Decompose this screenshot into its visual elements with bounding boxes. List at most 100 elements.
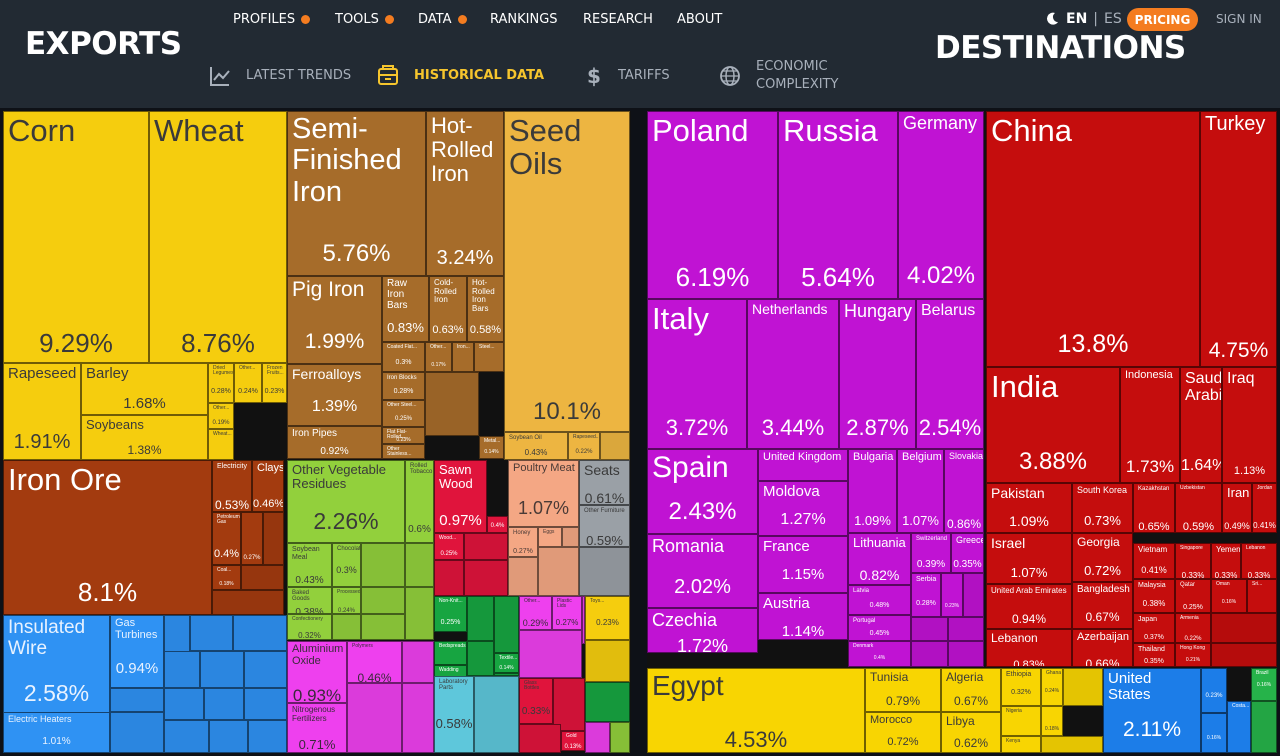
destination-tile-austria[interactable]: Austria 1.14% <box>758 593 848 640</box>
destination-tile-armenia[interactable]: Armenia 0.22% <box>1175 613 1211 643</box>
export-minor-tile[interactable] <box>519 724 561 753</box>
export-minor-tile[interactable] <box>347 683 402 753</box>
export-tile-other-steel[interactable]: Other Steel... 0.25% <box>382 400 425 427</box>
export-minor-tile[interactable] <box>405 543 434 587</box>
destination-tile-france[interactable]: France 1.15% <box>758 536 848 593</box>
destination-tile-poland[interactable]: Poland 6.19% <box>647 111 778 299</box>
destination-tile-japan[interactable]: Japan 0.37% <box>1133 613 1175 643</box>
export-tile-pig-iron[interactable]: Pig Iron 1.99% <box>287 276 382 364</box>
moon-icon[interactable] <box>1044 11 1060 27</box>
destination-tile-germany[interactable]: Germany 4.02% <box>898 111 984 299</box>
export-tile-unlabeled[interactable]: 0.4% <box>487 516 508 533</box>
nav-profiles[interactable]: PROFILES <box>233 12 311 27</box>
destination-tile-jordan[interactable]: Jordan 0.41% <box>1252 483 1277 533</box>
export-tile-gas-turbines[interactable]: Gas Turbines 0.94% <box>110 615 164 688</box>
export-minor-tile[interactable] <box>263 512 284 565</box>
export-minor-tile[interactable] <box>538 547 579 596</box>
export-tile-iron-blocks[interactable]: Iron Blocks 0.28% <box>382 372 425 400</box>
export-tile-dried-legumes[interactable]: Dried Legumes 0.28% <box>208 363 234 403</box>
destination-tile-libya[interactable]: Libya 0.62% <box>941 712 1001 753</box>
export-tile-confectionery[interactable]: Confectionery 0.32% <box>287 614 332 640</box>
destination-tile-morocco[interactable]: Morocco 0.72% <box>865 712 941 753</box>
destination-minor-tile[interactable] <box>963 573 984 617</box>
export-tile-wood[interactable]: Wood... 0.25% <box>434 533 464 560</box>
destination-minor-tile[interactable] <box>1251 701 1277 753</box>
export-tile-flat-flat-rolled[interactable]: Flat Flat-Rolled... 0.23% <box>382 427 425 444</box>
export-tile-rapeseed[interactable]: Rapeseed... 0.22% <box>568 432 600 460</box>
export-tile-other[interactable]: Other... 0.17% <box>425 342 452 372</box>
export-minor-tile[interactable] <box>248 720 287 753</box>
export-tile-petroleum-gas[interactable]: Petroleum Gas 0.4% <box>212 512 241 565</box>
destination-tile-italy[interactable]: Italy 3.72% <box>647 299 747 449</box>
export-tile-other-vegetable-residues[interactable]: Other Vegetable Residues 2.26% <box>287 460 405 543</box>
export-minor-tile[interactable] <box>600 432 630 460</box>
export-tile-raw-iron-bars[interactable]: Raw Iron Bars 0.83% <box>382 276 429 342</box>
destination-tile-unlabeled[interactable]: 0.16% <box>1201 713 1227 753</box>
export-tile-soybean-meal[interactable]: Soybean Meal 0.43% <box>287 543 332 587</box>
export-minor-tile[interactable] <box>209 720 248 753</box>
export-tile-gold[interactable]: Gold 0.13% <box>561 731 585 751</box>
destination-tile-united-arab-emirates[interactable]: United Arab Emirates 0.94% <box>986 584 1072 629</box>
destination-tile-kazakhstan[interactable]: Kazakhstan 0.65% <box>1133 483 1175 533</box>
destination-tile-portugal[interactable]: Portugal 0.45% <box>848 615 911 641</box>
destination-tile-israel[interactable]: Israel 1.07% <box>986 533 1072 584</box>
destination-tile-serbia[interactable]: Serbia 0.28% <box>911 573 941 617</box>
export-tile-iron[interactable]: Iron... <box>452 342 474 372</box>
export-tile-hot-rolled-iron[interactable]: Hot-Rolled Iron 3.24% <box>426 111 504 276</box>
destination-tile-greece[interactable]: Greece 0.35% <box>951 533 984 573</box>
destination-tile-unlabeled[interactable]: 0.23% <box>1201 668 1227 713</box>
export-tile-toys[interactable]: Toys... 0.23% <box>585 596 630 640</box>
export-tile-electricity[interactable]: Electricity 0.53% <box>212 460 252 512</box>
export-tile-glass-bottles[interactable]: Glass Bottles 0.33% <box>519 678 553 724</box>
destination-tile-nigeria[interactable]: Nigeria <box>1001 706 1041 736</box>
export-minor-tile[interactable] <box>508 557 538 596</box>
export-tile-seed-oils[interactable]: Seed Oils 10.1% <box>504 111 630 432</box>
export-tile-baked-goods[interactable]: Baked Goods 0.38% <box>287 587 332 614</box>
export-minor-tile[interactable] <box>467 596 494 641</box>
subnav-tariffs[interactable]: $ TARIFFS <box>584 64 670 88</box>
export-minor-tile[interactable] <box>464 533 508 560</box>
export-tile-honey[interactable]: Honey 0.27% <box>508 527 538 557</box>
destination-tile-thailand[interactable]: Thailand 0.35% <box>1133 643 1175 667</box>
destination-tile-spain[interactable]: Spain 2.43% <box>647 449 758 534</box>
export-tile-other[interactable]: Other... 0.24% <box>234 363 262 403</box>
export-tile-other[interactable]: Other... 0.29% <box>519 596 552 630</box>
export-tile-unlabeled[interactable]: 0.27% <box>241 512 263 565</box>
export-tile-non-knit[interactable]: Non-Knit... 0.25% <box>434 596 467 632</box>
destination-tile-belarus[interactable]: Belarus 2.54% <box>916 299 984 449</box>
destination-tile-iran[interactable]: Iran 0.49% <box>1222 483 1252 533</box>
destination-tile-latvia[interactable]: Latvia 0.48% <box>848 585 911 615</box>
destination-tile-unlabeled[interactable]: 0.23% <box>941 573 963 617</box>
destination-tile-oman[interactable]: Oman 0.16% <box>1211 579 1247 613</box>
destination-tile-georgia[interactable]: Georgia 0.72% <box>1072 533 1133 582</box>
export-tile-plastic-lids[interactable]: Plastic Lids 0.27% <box>552 596 582 630</box>
export-minor-tile[interactable] <box>244 688 287 720</box>
export-minor-tile[interactable] <box>164 720 209 753</box>
nav-data[interactable]: DATA <box>418 12 467 27</box>
destination-tile-yemen[interactable]: Yemen 0.33% <box>1211 543 1241 579</box>
export-tile-chocolate[interactable]: Chocolate 0.3% <box>332 543 361 587</box>
subnav-historical-data[interactable]: HISTORICAL DATA <box>376 64 544 88</box>
pricing-button[interactable]: PRICING <box>1127 8 1198 31</box>
export-tile-bedspreads[interactable]: Bedspreads <box>434 641 467 665</box>
export-tile-eggs[interactable]: Eggs <box>538 527 562 547</box>
export-minor-tile[interactable] <box>244 651 287 688</box>
export-minor-tile[interactable] <box>402 641 434 683</box>
destination-tile-pakistan[interactable]: Pakistan 1.09% <box>986 483 1072 533</box>
export-minor-tile[interactable] <box>553 678 585 731</box>
nav-research[interactable]: RESEARCH <box>583 12 653 27</box>
export-minor-tile[interactable] <box>405 587 434 640</box>
destination-minor-tile[interactable] <box>1211 613 1277 643</box>
destination-tile-russia[interactable]: Russia 5.64% <box>778 111 898 299</box>
export-tile-electric-heaters[interactable]: Electric Heaters 1.01% <box>3 712 110 753</box>
export-tile-nitrogenous-fertilizers[interactable]: Nitrogenous Fertilizers 0.71% <box>287 703 347 753</box>
export-minor-tile[interactable] <box>579 547 630 596</box>
export-minor-tile[interactable] <box>467 641 494 676</box>
destination-tile-malaysia[interactable]: Malaysia 0.38% <box>1133 579 1175 613</box>
export-minor-tile[interactable] <box>519 630 582 678</box>
destination-tile-czechia[interactable]: Czechia 1.72% <box>647 608 758 653</box>
export-minor-tile[interactable] <box>402 683 434 753</box>
export-tile-cold-rolled-iron[interactable]: Cold-Rolled Iron 0.63% <box>429 276 467 342</box>
export-tile-other[interactable]: Other... 0.19% <box>208 403 234 429</box>
destination-tile-lebanon[interactable]: Lebanon 0.83% <box>986 629 1072 667</box>
